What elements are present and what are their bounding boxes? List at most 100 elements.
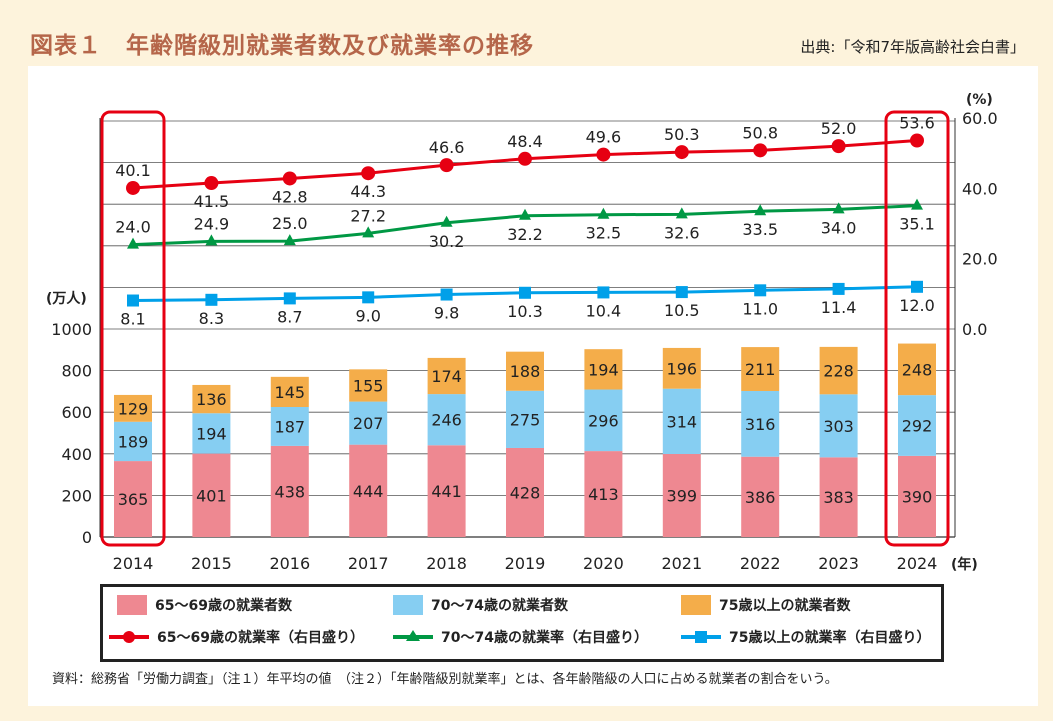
- line-value-label: 24.9: [194, 214, 230, 233]
- bar-value-label: 129: [118, 399, 149, 418]
- source: 出典:「令和7年版高齢社会白書」: [800, 38, 1025, 56]
- bar-value-label: 428: [510, 483, 541, 502]
- bar-segment: [192, 413, 231, 454]
- legend: 65～69歳の就業者数 70～74歳の就業者数 75歳以上の就業者数 65～69…: [100, 584, 944, 662]
- left-tick-label: 400: [61, 445, 92, 464]
- line-value-label: 48.4: [507, 132, 543, 151]
- bar-value-label: 196: [667, 359, 698, 378]
- line-marker: [283, 234, 296, 246]
- bar-value-label: 275: [510, 410, 541, 429]
- line-value-label: 35.1: [899, 215, 935, 234]
- line-marker: [282, 171, 297, 186]
- bar-value-label: 189: [118, 432, 149, 451]
- line-value-label: 32.5: [586, 224, 622, 243]
- x-tick-label: 2020: [583, 554, 624, 573]
- line-marker: [753, 143, 768, 158]
- bar-segment: [819, 394, 858, 458]
- swatch: [393, 595, 423, 615]
- line-marker: [518, 151, 532, 166]
- line-value-label: 44.3: [350, 182, 386, 201]
- bar-segment: [662, 347, 701, 389]
- line-value-label: 10.3: [507, 302, 543, 321]
- bar-segment: [427, 394, 466, 446]
- line-marker: [127, 294, 139, 307]
- bar-segment: [819, 346, 858, 395]
- left-tick-label: 0: [82, 528, 92, 547]
- highlight-box: [100, 110, 166, 547]
- x-tick-label: 2018: [426, 554, 467, 573]
- x-tick-label: 2016: [269, 554, 310, 573]
- bar-segment: [662, 454, 701, 537]
- right-tick-label: 20.0: [962, 250, 998, 269]
- line-value-label: 9.8: [434, 304, 459, 323]
- swatch: [117, 595, 147, 615]
- bar-value-label: 386: [745, 488, 776, 507]
- legend-label: 65～69歳の就業率（右目盛り）: [157, 630, 364, 646]
- line-value-label: 40.1: [115, 161, 151, 180]
- line-marker: [832, 202, 845, 214]
- bar-value-label: 303: [823, 417, 854, 436]
- legend-label: 75歳以上の就業率（右目盛り）: [729, 630, 931, 646]
- left-tick-label: 600: [61, 403, 92, 422]
- line-marker: [754, 284, 767, 297]
- bar-segment: [270, 407, 309, 446]
- bar-value-label: 228: [823, 362, 854, 381]
- bar-value-label: 441: [431, 482, 462, 501]
- bar-value-label: 383: [823, 488, 854, 507]
- x-tick-label: 2022: [740, 554, 781, 573]
- left-tick-label: 200: [61, 486, 92, 505]
- bar-value-label: 136: [196, 390, 227, 409]
- bar-value-label: 248: [902, 360, 933, 379]
- bar-segment: [270, 376, 309, 407]
- line-marker: [361, 166, 376, 181]
- bar-value-label: 314: [667, 412, 698, 431]
- line-marker: [519, 208, 531, 220]
- legend-line-75: 75歳以上の就業率（右目盛り）: [681, 627, 930, 647]
- line-value-label: 12.0: [899, 296, 935, 315]
- line-marker: [675, 286, 688, 299]
- bar-segment: [819, 457, 858, 537]
- line-marker: [440, 215, 453, 227]
- bar-value-label: 365: [118, 490, 149, 509]
- line-value-label: 25.0: [272, 214, 308, 233]
- right-tick-label: 60.0: [962, 109, 998, 128]
- line-value-label: 41.5: [194, 192, 230, 211]
- bar-value-label: 316: [745, 415, 776, 434]
- x-axis-unit: (年): [951, 556, 978, 573]
- bar-segment: [114, 461, 152, 537]
- bar-value-label: 155: [353, 376, 384, 395]
- bar-segment: [427, 445, 466, 537]
- bar-segment: [114, 394, 152, 422]
- line-value-label: 11.0: [742, 299, 778, 318]
- bar-segment: [741, 347, 780, 391]
- bar-value-label: 194: [588, 360, 619, 379]
- line-marker: [911, 280, 923, 293]
- bar-value-label: 211: [745, 360, 776, 379]
- right-tick-label: 40.0: [962, 179, 998, 198]
- bar-segment: [584, 349, 623, 390]
- square-marker-icon: [681, 631, 721, 643]
- line-value-label: 32.6: [664, 223, 700, 242]
- right-axis-unit: (%): [966, 92, 993, 108]
- bar-segment: [427, 357, 466, 395]
- bar-segment: [192, 453, 231, 537]
- bar-value-label: 207: [353, 414, 384, 433]
- bar-value-label: 296: [588, 411, 619, 430]
- bar-segment: [898, 343, 936, 396]
- line-value-label: 33.5: [742, 220, 778, 239]
- footnote: 資料：総務省「労働力調査」（注１）年平均の値 （注２）「年齢階級別就業率」とは、…: [52, 672, 838, 687]
- legend-bar-75: 75歳以上の就業者数: [681, 595, 850, 615]
- bar-segment: [898, 455, 936, 537]
- legend-line-70-74: 70～74歳の就業率（右目盛り）: [393, 627, 648, 647]
- bar-value-label: 187: [275, 417, 306, 436]
- bar-value-label: 444: [353, 482, 384, 501]
- line-value-label: 42.8: [272, 187, 308, 206]
- bar-segment: [741, 390, 780, 457]
- line-value-label: 24.0: [115, 218, 151, 237]
- line-value-label: 11.4: [821, 298, 857, 317]
- bar-segment: [898, 395, 936, 456]
- line-value-label: 8.1: [120, 310, 145, 329]
- line-marker: [439, 158, 454, 173]
- bar-segment: [349, 369, 388, 402]
